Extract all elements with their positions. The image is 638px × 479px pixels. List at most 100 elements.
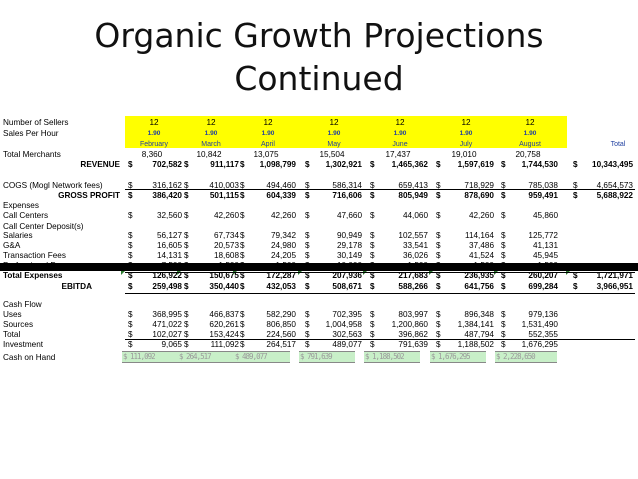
- row-label: GROSS PROFIT: [58, 191, 120, 200]
- row-investment: Investment $9,065 $111,092 $264,517 $489,077…: [0, 339, 638, 350]
- currency-sign: $: [128, 231, 133, 240]
- cell-txfees: 45,945: [532, 251, 558, 260]
- currency-sign: $: [501, 251, 506, 260]
- sum-underline: [125, 272, 635, 273]
- currency-sign: $: [501, 160, 506, 169]
- currency-sign: $: [305, 191, 310, 200]
- cell-gross: 386,420: [152, 191, 182, 200]
- cell-uses: 368,995: [152, 310, 182, 319]
- currency-sign: $: [370, 310, 375, 319]
- currency-sign: $: [573, 271, 578, 280]
- cell-salaries: 79,342: [270, 231, 296, 240]
- cash-cell: $ 791,639: [299, 351, 355, 363]
- cell-merchants: 19,010: [451, 150, 477, 159]
- cell-months: June: [392, 141, 408, 148]
- cell-cogs: 410,003: [209, 181, 239, 190]
- currency-sign: $: [128, 251, 133, 260]
- row-sph: Sales Per Hour 1.90 1.90 1.90 1.90 1.90 1.90 1.…: [0, 128, 638, 139]
- currency-sign: $: [573, 181, 578, 190]
- cell-months: May: [327, 141, 341, 148]
- currency-sign: $: [240, 282, 245, 291]
- cell-ebitda: 699,284: [528, 282, 558, 291]
- currency-sign: $: [305, 271, 310, 280]
- row-sources: Sources $471,022 $620,261 $806,850 $1,004,95…: [0, 319, 638, 330]
- currency-sign: $: [128, 271, 133, 280]
- row-cogs: COGS (Mogl Network fees) $316,162 $410,003…: [0, 180, 638, 191]
- cell-revenue: 1,744,530: [521, 160, 558, 169]
- input-highlight: [125, 116, 567, 148]
- currency-sign: $: [184, 282, 189, 291]
- currency-sign: $: [501, 241, 506, 250]
- cell-ga: 20,573: [213, 241, 239, 250]
- cell-gross: 604,339: [266, 191, 296, 200]
- cell-totalexp: 172,287: [266, 271, 296, 280]
- currency-sign: $: [370, 241, 375, 250]
- cell-sph: 1.90: [459, 130, 473, 137]
- cash-cell: $ 1,188,502: [364, 351, 420, 363]
- cell-sources: 1,384,141: [457, 320, 494, 329]
- cell-txfees: 18,608: [213, 251, 239, 260]
- cell-callcenters: 44,060: [402, 211, 428, 220]
- cell-salaries: 114,164: [465, 231, 494, 240]
- currency-sign: $: [240, 330, 245, 339]
- currency-sign: $: [128, 330, 133, 339]
- cell-totalexp: 217,683: [398, 271, 428, 280]
- cell-ebitda: 508,671: [332, 282, 362, 291]
- currency-sign: $: [128, 211, 133, 220]
- currency-sign: $: [305, 310, 310, 319]
- currency-sign: $: [436, 251, 441, 260]
- cell-salaries: 56,127: [156, 231, 182, 240]
- row-cashflow: Cash Flow: [0, 299, 638, 310]
- cell-merchants: 8,360: [141, 150, 163, 159]
- cell-total-gross: 5,688,922: [596, 191, 633, 200]
- cell-totalexp: 260,207: [528, 271, 558, 280]
- cell-months: February: [139, 141, 168, 148]
- row-label: Uses: [3, 310, 22, 319]
- currency-sign: $: [501, 310, 506, 319]
- currency-sign: $: [184, 251, 189, 260]
- flag-marker: [121, 271, 125, 275]
- currency-sign: $: [370, 191, 375, 200]
- cell-gross: 878,690: [464, 191, 494, 200]
- cell-proffees: 1,500: [537, 261, 559, 270]
- currency-sign: $: [184, 241, 189, 250]
- currency-sign: $: [501, 191, 506, 200]
- currency-sign: $: [184, 181, 189, 190]
- currency-sign: $: [184, 310, 189, 319]
- cell-total-totalexp: 1,721,971: [596, 271, 633, 280]
- cell-uses: 979,136: [528, 310, 558, 319]
- currency-sign: $: [501, 320, 506, 329]
- slide-title-line1: Organic Growth Projections: [94, 16, 544, 55]
- currency-sign: $: [305, 340, 310, 349]
- cell-investment: 489,077: [332, 340, 362, 349]
- cell-proffees: 10,000: [336, 261, 362, 270]
- currency-sign: $: [240, 211, 245, 220]
- cash-value: $ 2,228,650: [496, 352, 536, 361]
- cell-sph: 1.90: [523, 130, 537, 137]
- cell-total-cogs: 4,654,573: [596, 181, 633, 190]
- cell-sph: 1.90: [327, 130, 341, 137]
- sum-underline: [125, 189, 635, 190]
- row-months: February March April May June July August Total: [0, 139, 638, 150]
- flag-marker: [233, 271, 237, 275]
- cell-total: 487,794: [464, 330, 494, 339]
- cell-gross: 959,491: [528, 191, 558, 200]
- cell-merchants: 15,504: [319, 150, 345, 159]
- currency-sign: $: [436, 320, 441, 329]
- cell-uses: 466,837: [209, 310, 239, 319]
- row-label: EBITDA: [61, 282, 92, 291]
- currency-sign: $: [240, 340, 245, 349]
- currency-sign: $: [128, 340, 133, 349]
- row-label: Number of Sellers: [3, 118, 69, 127]
- cell-txfees: 24,205: [270, 251, 296, 260]
- currency-sign: $: [436, 340, 441, 349]
- cell-total: 396,862: [398, 330, 428, 339]
- currency-sign: $: [240, 251, 245, 260]
- row-label: Total: [3, 330, 21, 339]
- row-callcenters: Call Centers $32,560 $42,260 $42,260 $47,660…: [0, 210, 638, 221]
- cell-revenue: 1,302,921: [325, 160, 362, 169]
- currency-sign: $: [184, 160, 189, 169]
- row-txfees: Transaction Fees $14,131 $18,608 $24,205 $30…: [0, 250, 638, 261]
- row-salaries: Salaries $56,127 $67,734 $79,342 $90,949 $102…: [0, 230, 638, 241]
- row-label: Salaries: [3, 231, 33, 240]
